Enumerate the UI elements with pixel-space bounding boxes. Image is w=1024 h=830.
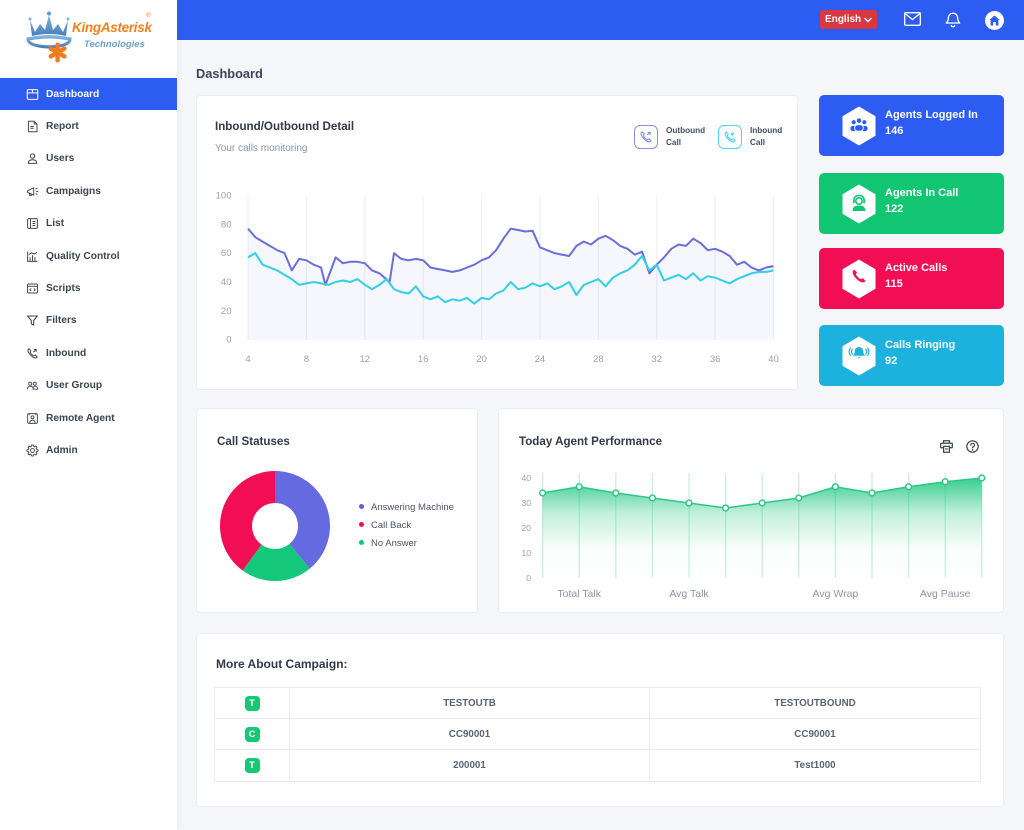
- svg-text:Avg Wrap: Avg Wrap: [813, 588, 859, 600]
- svg-text:20: 20: [221, 306, 232, 317]
- svg-text:24: 24: [535, 354, 546, 365]
- svg-text:16: 16: [418, 354, 429, 365]
- svg-text:20: 20: [522, 523, 532, 533]
- svg-text:0: 0: [526, 573, 531, 583]
- svg-text:4: 4: [245, 354, 250, 365]
- svg-text:KingAsterisk: KingAsterisk: [72, 20, 153, 35]
- svg-text:30: 30: [522, 498, 532, 508]
- svg-text:40: 40: [768, 354, 779, 365]
- svg-text:40: 40: [522, 473, 532, 483]
- svg-text:Avg Pause: Avg Pause: [920, 588, 971, 600]
- svg-text:12: 12: [359, 354, 370, 365]
- svg-text:20: 20: [476, 354, 487, 365]
- svg-text:Avg Talk: Avg Talk: [669, 588, 709, 600]
- svg-text:40: 40: [221, 277, 232, 288]
- svg-text:28: 28: [593, 354, 604, 365]
- svg-text:100: 100: [216, 191, 232, 201]
- svg-text:Total Talk: Total Talk: [557, 588, 601, 600]
- svg-text:32: 32: [651, 354, 662, 365]
- svg-text:10: 10: [522, 548, 532, 558]
- svg-text:60: 60: [221, 248, 232, 259]
- svg-text:Technologies: Technologies: [84, 39, 145, 50]
- svg-text:8: 8: [304, 354, 309, 365]
- svg-text:36: 36: [710, 354, 721, 365]
- svg-text:®: ®: [146, 11, 151, 19]
- svg-text:80: 80: [221, 219, 232, 230]
- svg-text:0: 0: [226, 335, 231, 346]
